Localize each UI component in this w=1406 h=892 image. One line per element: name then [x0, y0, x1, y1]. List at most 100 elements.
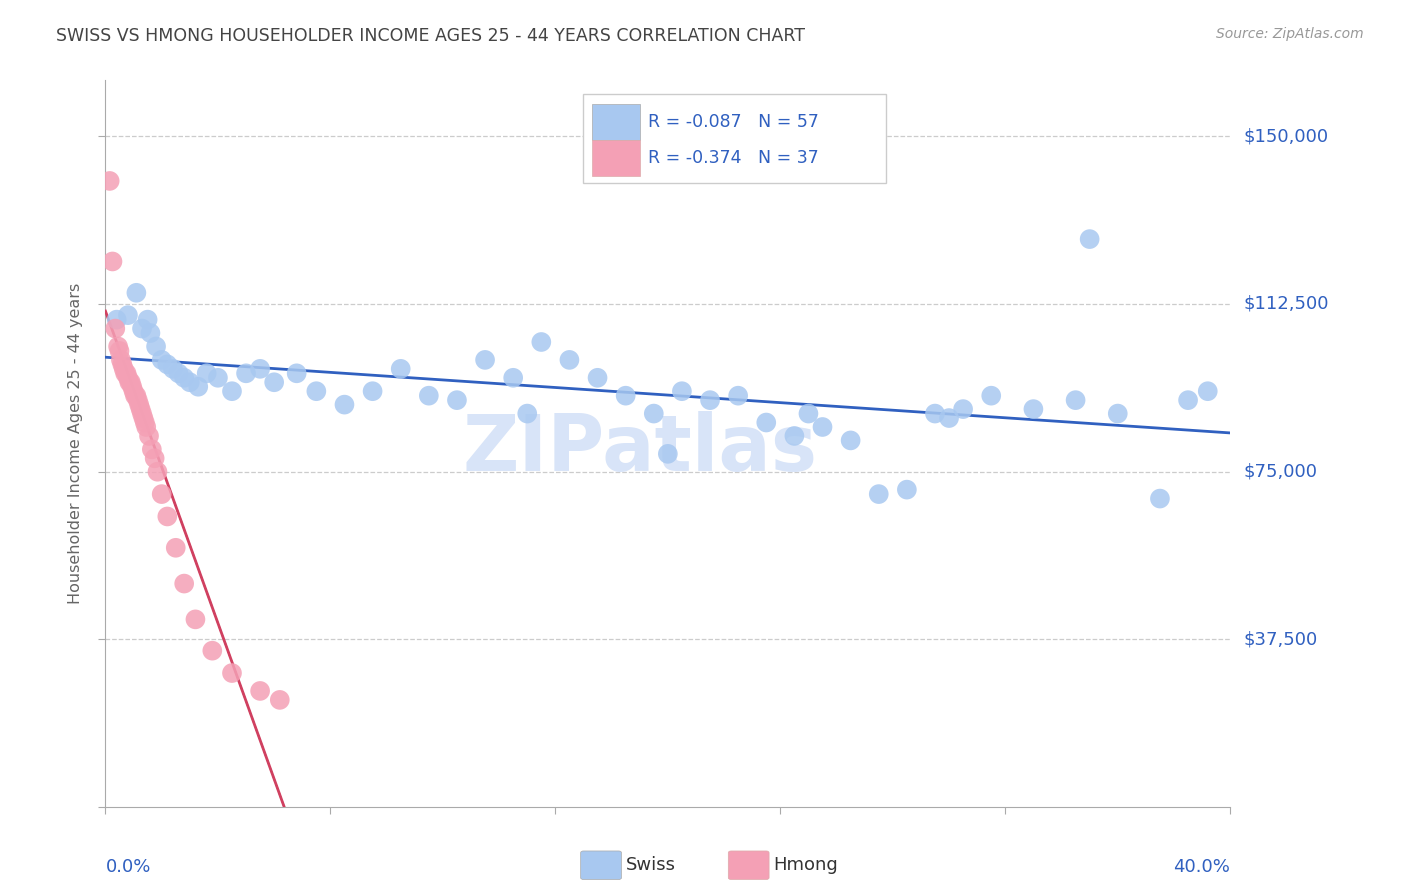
Point: [118, 376, 141, 390]
Point: [112, 361, 135, 376]
Point: [221, 384, 243, 399]
Point: [111, 357, 134, 371]
Text: SWISS VS HMONG HOUSEHOLDER INCOME AGES 25 - 44 YEARS CORRELATION CHART: SWISS VS HMONG HOUSEHOLDER INCOME AGES 2…: [56, 27, 806, 45]
Y-axis label: Householder Income Ages 25 - 44 years: Householder Income Ages 25 - 44 years: [67, 283, 83, 605]
Point: [134, 416, 156, 430]
Text: R = -0.087   N = 57: R = -0.087 N = 57: [648, 113, 820, 131]
Point: [446, 393, 468, 408]
Point: [135, 420, 157, 434]
Point: [797, 407, 820, 421]
Text: Source: ZipAtlas.com: Source: ZipAtlas.com: [1216, 27, 1364, 41]
Point: [235, 367, 257, 381]
Text: R = -0.374   N = 37: R = -0.374 N = 37: [648, 149, 818, 167]
Point: [952, 402, 974, 417]
Point: [249, 361, 271, 376]
Point: [896, 483, 918, 497]
Point: [145, 339, 167, 353]
Point: [187, 380, 209, 394]
Text: $150,000: $150,000: [1244, 128, 1329, 145]
Point: [165, 541, 187, 555]
Point: [129, 402, 152, 417]
Point: [614, 389, 637, 403]
Point: [184, 612, 207, 626]
Point: [115, 367, 138, 381]
Text: ZIPatlas: ZIPatlas: [463, 411, 817, 487]
Point: [121, 380, 143, 394]
Text: Swiss: Swiss: [626, 856, 676, 874]
Point: [127, 393, 149, 408]
Point: [657, 447, 679, 461]
Point: [107, 339, 129, 353]
Point: [122, 384, 145, 399]
Point: [305, 384, 328, 399]
Point: [167, 367, 190, 381]
Point: [333, 398, 356, 412]
Point: [128, 398, 150, 412]
Point: [179, 376, 201, 390]
Point: [924, 407, 946, 421]
Text: 40.0%: 40.0%: [1174, 858, 1230, 876]
Point: [269, 693, 291, 707]
Point: [249, 684, 271, 698]
Point: [131, 321, 153, 335]
Text: Hmong: Hmong: [773, 856, 838, 874]
Point: [125, 285, 148, 300]
Point: [173, 576, 195, 591]
Point: [361, 384, 384, 399]
Point: [141, 442, 163, 457]
Text: $112,500: $112,500: [1244, 295, 1329, 313]
Point: [98, 174, 121, 188]
Point: [207, 371, 229, 385]
Point: [195, 367, 218, 381]
Point: [117, 371, 139, 385]
Point: [1022, 402, 1045, 417]
Point: [105, 312, 128, 326]
Point: [285, 367, 308, 381]
Point: [110, 352, 132, 367]
Point: [150, 352, 173, 367]
Point: [811, 420, 834, 434]
Point: [530, 334, 553, 349]
Point: [389, 361, 412, 376]
Point: [755, 416, 778, 430]
Point: [150, 487, 173, 501]
Point: [558, 352, 581, 367]
Point: [643, 407, 665, 421]
Point: [727, 389, 749, 403]
Point: [117, 308, 139, 322]
Text: $37,500: $37,500: [1244, 631, 1317, 648]
Point: [1177, 393, 1199, 408]
Point: [671, 384, 693, 399]
Text: $75,000: $75,000: [1244, 463, 1317, 481]
Point: [699, 393, 721, 408]
Point: [139, 326, 162, 340]
Point: [502, 371, 524, 385]
Point: [1149, 491, 1171, 506]
Point: [108, 343, 131, 358]
Point: [143, 451, 166, 466]
Point: [101, 254, 124, 268]
Point: [201, 643, 224, 657]
Point: [156, 509, 179, 524]
Point: [173, 371, 195, 385]
Point: [131, 407, 153, 421]
Point: [114, 367, 136, 381]
Point: [162, 361, 184, 376]
Point: [263, 376, 285, 390]
Point: [104, 321, 127, 335]
Point: [474, 352, 496, 367]
Point: [124, 389, 146, 403]
Point: [516, 407, 538, 421]
Point: [125, 389, 148, 403]
Point: [156, 357, 179, 371]
Point: [1078, 232, 1101, 246]
Point: [418, 389, 440, 403]
Point: [146, 465, 169, 479]
Point: [138, 429, 160, 443]
Point: [132, 411, 155, 425]
Point: [938, 411, 960, 425]
Text: 0.0%: 0.0%: [105, 858, 150, 876]
Point: [868, 487, 890, 501]
Point: [120, 376, 142, 390]
Point: [980, 389, 1002, 403]
